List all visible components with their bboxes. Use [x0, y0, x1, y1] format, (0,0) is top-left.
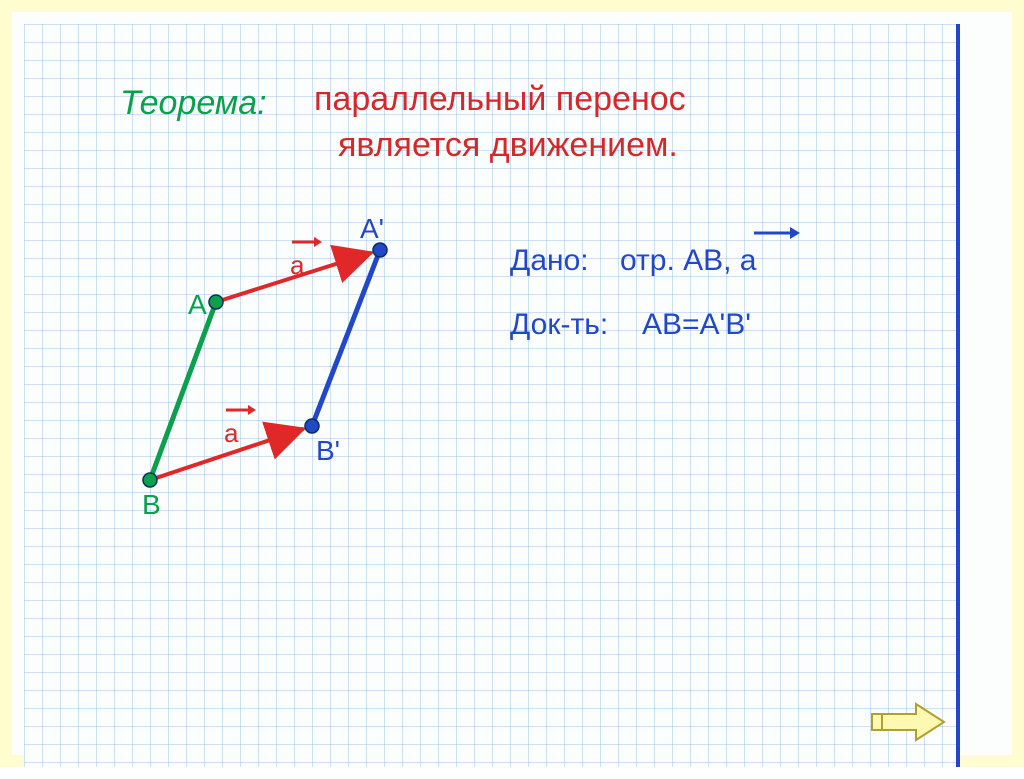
- vector-label-2: а: [224, 418, 238, 449]
- prove-label: Док-ть:: [510, 308, 608, 342]
- right-divider: [956, 24, 960, 767]
- theorem-title-line2: является движением.: [338, 126, 678, 165]
- next-button[interactable]: [870, 702, 946, 742]
- given-label: Дано:: [510, 244, 589, 278]
- vector-label-1: а: [290, 250, 304, 281]
- slide-frame: Теорема: параллельный перенос является д…: [0, 0, 1024, 767]
- vec-label-arrow-2-icon: [224, 402, 256, 418]
- theorem-label: Теорема:: [120, 84, 267, 123]
- given-text: отр. АВ, а: [620, 244, 757, 278]
- theorem-title-line1: параллельный перенос: [314, 80, 686, 119]
- prove-text: АВ=А'В': [642, 308, 751, 342]
- vec-label-arrow-1-icon: [290, 234, 322, 250]
- given-vec-arrow-icon: [752, 224, 800, 242]
